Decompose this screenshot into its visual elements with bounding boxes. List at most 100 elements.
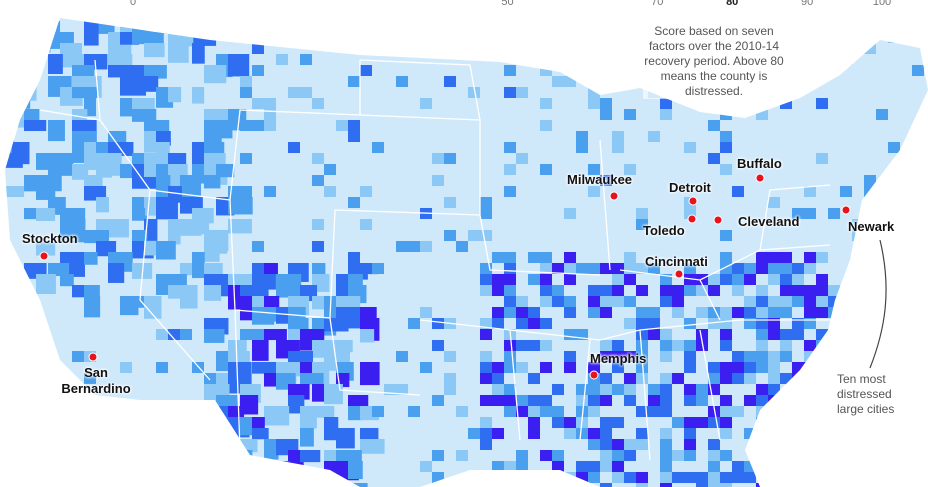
- county: [612, 351, 624, 362]
- county: [120, 362, 132, 373]
- county: [816, 98, 828, 109]
- county: [24, 120, 47, 132]
- county: [612, 417, 624, 428]
- county: [252, 98, 264, 109]
- county: [264, 329, 287, 341]
- county: [408, 241, 420, 252]
- county: [660, 428, 672, 439]
- county: [888, 32, 900, 43]
- county: [576, 472, 588, 483]
- county: [492, 252, 504, 263]
- county: [240, 120, 252, 131]
- county: [432, 340, 444, 351]
- county: [444, 384, 456, 395]
- county: [780, 252, 792, 263]
- county: [756, 318, 768, 329]
- county: [312, 98, 324, 109]
- county: [540, 395, 552, 406]
- county: [732, 186, 744, 197]
- county: [696, 417, 708, 428]
- county: [792, 274, 804, 285]
- county: [192, 263, 205, 279]
- county: [48, 263, 70, 276]
- county: [588, 472, 600, 483]
- city-label: Stockton: [22, 231, 78, 246]
- county: [756, 109, 768, 120]
- county: [804, 362, 816, 373]
- county: [108, 263, 125, 283]
- county: [600, 428, 612, 439]
- county: [756, 285, 768, 296]
- county: [600, 373, 612, 384]
- county: [300, 373, 324, 385]
- county: [348, 76, 360, 87]
- county: [600, 351, 612, 362]
- county: [780, 428, 792, 439]
- county: [156, 329, 168, 340]
- city-dot: [88, 352, 98, 362]
- county: [480, 274, 492, 285]
- county: [492, 307, 504, 318]
- county: [600, 340, 612, 351]
- county: [780, 98, 792, 109]
- county: [516, 318, 528, 329]
- county: [576, 428, 588, 439]
- county: [5, 285, 20, 304]
- county: [84, 21, 99, 46]
- county: [564, 428, 576, 439]
- county: [732, 263, 744, 274]
- county: [660, 274, 672, 285]
- county: [696, 329, 708, 340]
- county: [600, 417, 612, 428]
- county: [840, 186, 852, 197]
- city-label: Toledo: [643, 223, 685, 238]
- county: [660, 373, 672, 384]
- county: [684, 384, 696, 395]
- county: [660, 285, 672, 296]
- county: [648, 395, 660, 406]
- legend-tick-label: 70: [651, 0, 664, 8]
- county: [612, 263, 624, 274]
- county: [636, 219, 648, 230]
- county: [840, 428, 852, 439]
- county: [288, 142, 300, 153]
- county: [492, 428, 504, 439]
- county: [672, 373, 684, 384]
- county: [24, 21, 40, 38]
- county: [240, 395, 259, 415]
- county: [816, 153, 828, 164]
- county: [588, 285, 600, 296]
- county: [708, 406, 720, 417]
- county: [672, 307, 684, 318]
- county: [528, 395, 540, 406]
- county: [864, 472, 876, 483]
- county: [780, 417, 792, 428]
- county: [816, 307, 828, 318]
- county: [84, 373, 96, 384]
- county: [132, 230, 148, 243]
- city-dot: [609, 191, 619, 201]
- city-label: San Bernardino: [61, 365, 131, 396]
- city-dot: [589, 370, 599, 380]
- county: [624, 296, 636, 307]
- county: [672, 340, 684, 351]
- county: [660, 98, 672, 109]
- county: [552, 417, 564, 428]
- county: [324, 318, 349, 332]
- county: [456, 406, 468, 417]
- county: [492, 395, 504, 406]
- county: [768, 395, 780, 406]
- county: [444, 351, 456, 362]
- county: [588, 307, 600, 318]
- county: [720, 417, 732, 428]
- county: [756, 417, 768, 428]
- county: [324, 483, 345, 487]
- county: [756, 428, 768, 439]
- county: [540, 450, 552, 461]
- county: [648, 318, 660, 329]
- county: [432, 450, 444, 461]
- county: [480, 373, 492, 384]
- county: [828, 351, 840, 362]
- county: [96, 18, 115, 34]
- county: [720, 252, 732, 263]
